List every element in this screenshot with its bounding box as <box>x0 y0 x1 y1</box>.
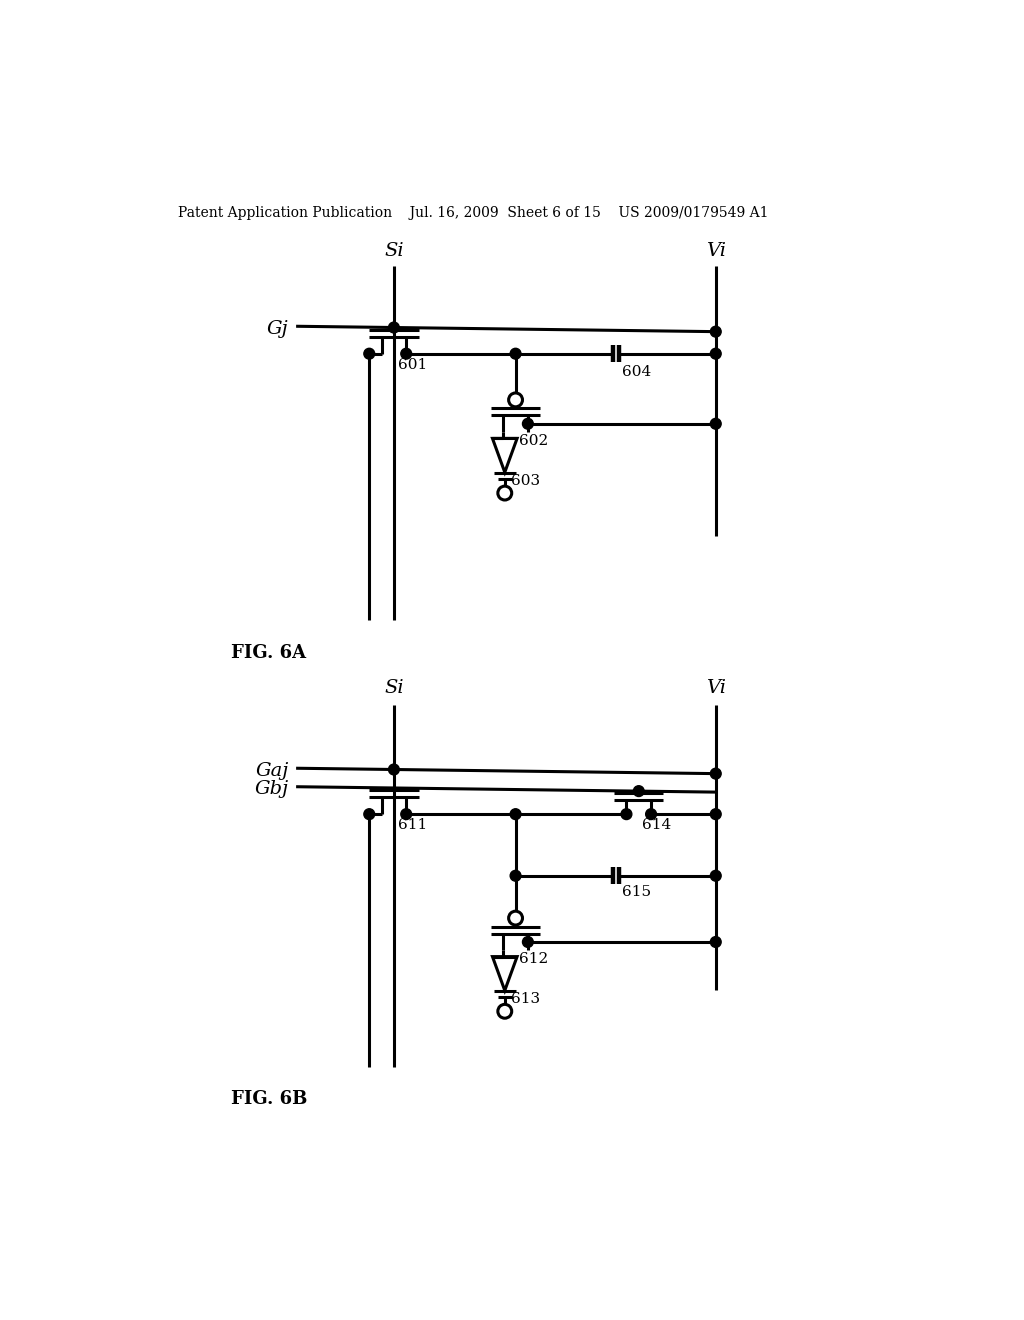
Text: Si: Si <box>384 680 403 697</box>
Circle shape <box>621 809 632 820</box>
Text: Gaj: Gaj <box>255 762 289 780</box>
Circle shape <box>711 418 721 429</box>
Text: FIG. 6A: FIG. 6A <box>230 644 306 661</box>
Text: Vi: Vi <box>706 242 726 260</box>
Circle shape <box>498 486 512 500</box>
Text: FIG. 6B: FIG. 6B <box>230 1090 307 1107</box>
Circle shape <box>364 348 375 359</box>
Circle shape <box>400 809 412 820</box>
Circle shape <box>509 393 522 407</box>
Text: 602: 602 <box>519 434 549 447</box>
Circle shape <box>400 348 412 359</box>
Circle shape <box>711 937 721 948</box>
Circle shape <box>522 418 534 429</box>
Circle shape <box>711 348 721 359</box>
Text: 604: 604 <box>622 366 651 379</box>
Text: 612: 612 <box>519 952 549 966</box>
Text: Vi: Vi <box>706 680 726 697</box>
Circle shape <box>510 809 521 820</box>
Circle shape <box>634 785 644 796</box>
Circle shape <box>711 870 721 882</box>
Text: 615: 615 <box>622 884 651 899</box>
Circle shape <box>510 348 521 359</box>
Text: Gbj: Gbj <box>254 780 289 799</box>
Text: 613: 613 <box>511 993 540 1006</box>
Text: 603: 603 <box>511 474 540 488</box>
Circle shape <box>364 809 375 820</box>
Circle shape <box>522 937 534 948</box>
Circle shape <box>509 911 522 925</box>
Text: Gj: Gj <box>267 319 289 338</box>
Text: 601: 601 <box>397 358 427 371</box>
Circle shape <box>711 326 721 337</box>
Circle shape <box>646 809 656 820</box>
Circle shape <box>510 870 521 882</box>
Circle shape <box>711 809 721 820</box>
Text: 611: 611 <box>397 818 427 832</box>
Circle shape <box>388 764 399 775</box>
Circle shape <box>498 1005 512 1018</box>
Circle shape <box>388 322 399 333</box>
Text: Si: Si <box>384 242 403 260</box>
Text: 614: 614 <box>642 818 671 832</box>
Circle shape <box>711 768 721 779</box>
Text: Patent Application Publication    Jul. 16, 2009  Sheet 6 of 15    US 2009/017954: Patent Application Publication Jul. 16, … <box>178 206 769 220</box>
